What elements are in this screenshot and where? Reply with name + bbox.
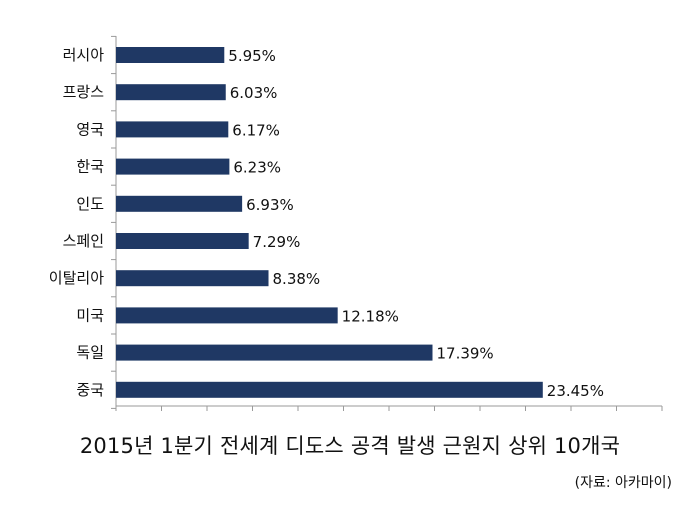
data-label: 6.03% (230, 84, 278, 102)
data-label: 6.93% (246, 196, 294, 214)
bar (116, 121, 229, 138)
category-label: 이탈리아 (49, 269, 104, 287)
bar (116, 270, 269, 287)
data-label: 17.39% (436, 345, 493, 363)
bar (116, 233, 249, 249)
data-label: 6.17% (232, 121, 280, 139)
data-label: 6.23% (233, 159, 281, 177)
category-label: 러시아 (63, 46, 105, 64)
category-label: 인도 (76, 195, 104, 213)
bar (116, 84, 226, 101)
chart-title: 2015년 1분기 전세계 디도스 공격 발생 근원지 상위 10개국 (79, 434, 621, 458)
bar (116, 307, 338, 324)
category-label: 독일 (76, 344, 104, 362)
chart-source: (자료: 아카마이) (574, 475, 672, 491)
category-label: 영국 (76, 120, 104, 138)
bar (116, 344, 433, 361)
category-label: 미국 (76, 306, 104, 324)
data-label: 5.95% (228, 47, 276, 65)
bar-chart: 러시아 5.95% 프랑스 6.03% 영국 6.17% 한국 6.23% 인도 6.93% 스페인… (49, 35, 663, 411)
data-label: 23.45% (547, 382, 604, 400)
data-label: 12.18% (342, 307, 399, 325)
data-label: 7.29% (253, 233, 301, 251)
bar (116, 158, 230, 175)
category-label: 중국 (76, 381, 104, 399)
category-label: 한국 (76, 158, 104, 176)
bar (116, 381, 543, 398)
category-label: 스페인 (63, 232, 104, 250)
data-label: 8.38% (273, 270, 321, 288)
bar (116, 195, 243, 212)
category-label: 프랑스 (63, 83, 105, 101)
bar (116, 47, 225, 63)
